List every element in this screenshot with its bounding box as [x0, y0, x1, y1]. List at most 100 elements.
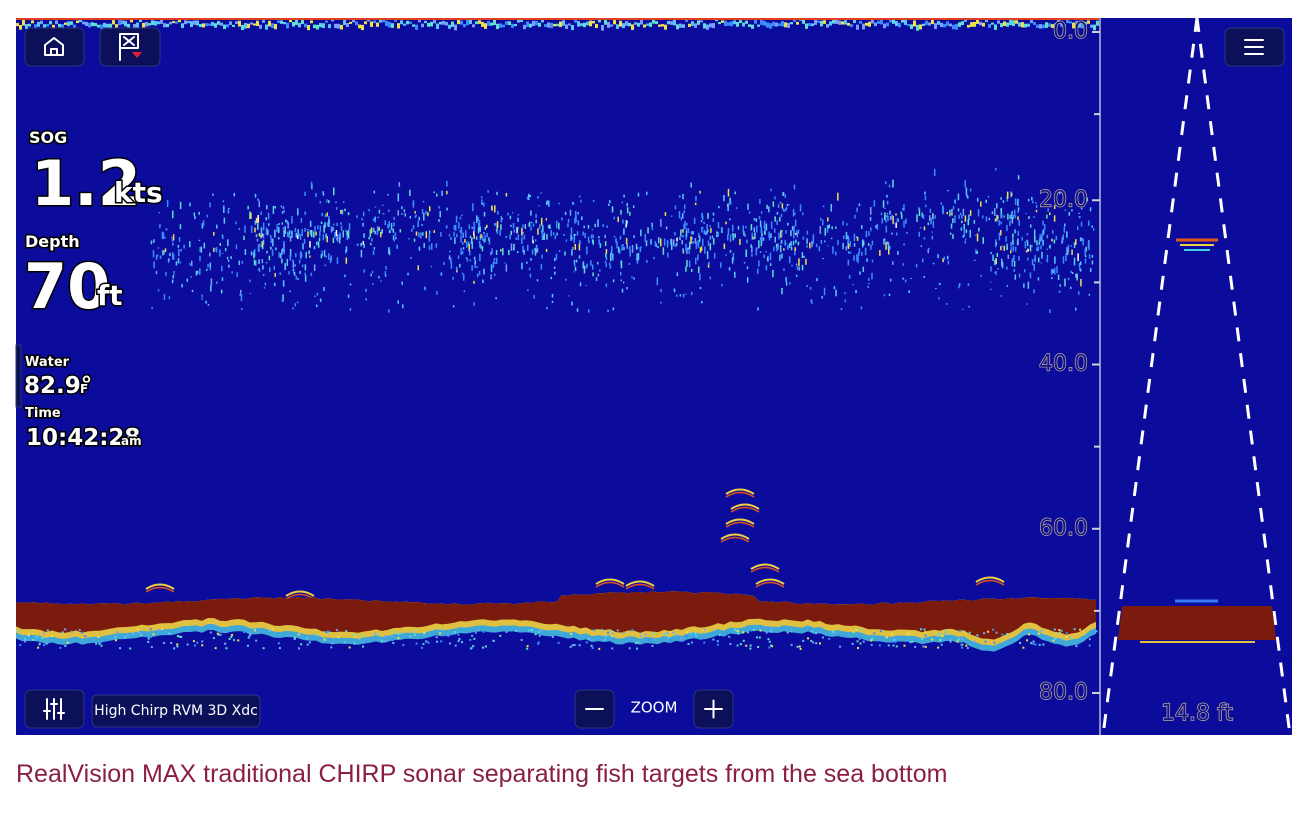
- echo: [717, 222, 720, 229]
- readout-unit: F: [80, 382, 88, 396]
- echo: [682, 193, 684, 200]
- echo: [973, 259, 976, 261]
- bottom-speck: [667, 631, 670, 634]
- echo: [260, 234, 262, 238]
- menu-button[interactable]: [1224, 27, 1285, 67]
- waypoint-button[interactable]: [99, 27, 161, 67]
- echo: [692, 241, 695, 244]
- settings-button[interactable]: [24, 689, 85, 729]
- echo: [561, 217, 563, 221]
- echo: [889, 210, 891, 215]
- echo: [374, 206, 377, 208]
- zoom-in-button[interactable]: [693, 689, 734, 729]
- echo: [261, 233, 264, 237]
- echo: [608, 203, 610, 207]
- echo: [799, 204, 802, 212]
- echo: [795, 232, 797, 236]
- surface-noise: [46, 23, 49, 27]
- echo: [1044, 224, 1046, 230]
- echo: [512, 222, 515, 229]
- bottom-speck: [968, 631, 971, 634]
- echo: [310, 181, 313, 186]
- echo: [853, 243, 856, 247]
- echo: [471, 265, 473, 271]
- surface-noise: [133, 23, 136, 30]
- echo: [328, 219, 330, 228]
- surface-noise: [1048, 23, 1051, 27]
- surface-noise: [601, 24, 604, 31]
- side-tab[interactable]: [15, 344, 22, 408]
- echo: [690, 232, 692, 234]
- echo: [265, 262, 268, 264]
- echo: [266, 205, 268, 210]
- echo: [1078, 216, 1081, 219]
- echo: [1012, 233, 1014, 241]
- echo: [964, 238, 967, 240]
- echo: [431, 243, 433, 250]
- echo: [967, 283, 970, 287]
- echo: [322, 193, 325, 196]
- echo: [281, 222, 284, 225]
- echo: [1013, 254, 1015, 260]
- echo: [957, 193, 960, 201]
- echo: [524, 224, 527, 230]
- echo: [849, 251, 852, 254]
- echo: [1084, 248, 1087, 257]
- echo: [969, 229, 972, 238]
- echo: [294, 264, 296, 267]
- surface-noise: [547, 22, 550, 28]
- echo: [450, 261, 453, 269]
- echo: [573, 271, 575, 273]
- bottom-speck: [17, 629, 20, 632]
- echo: [713, 252, 716, 259]
- fish-arch: [595, 581, 625, 588]
- surface-noise: [541, 19, 544, 23]
- bottom-speck: [103, 639, 106, 642]
- zoom-out-button[interactable]: [574, 689, 615, 729]
- bottom-speck: [335, 628, 338, 631]
- surface-noise: [193, 20, 196, 25]
- bottom-speck: [966, 646, 969, 649]
- echo: [550, 229, 552, 237]
- echo: [530, 221, 533, 224]
- echo: [430, 265, 433, 268]
- echo: [701, 226, 704, 229]
- echo: [1027, 248, 1029, 252]
- echo: [165, 228, 168, 231]
- surface-noise: [415, 24, 418, 30]
- echo: [168, 258, 170, 261]
- bottom-speck: [136, 628, 139, 631]
- echo: [805, 258, 807, 265]
- echo: [761, 237, 763, 240]
- echo: [407, 272, 409, 276]
- echo: [567, 295, 570, 297]
- source-button[interactable]: High Chirp RVM 3D Xdc: [91, 694, 261, 728]
- home-button[interactable]: [24, 27, 85, 67]
- echo: [678, 211, 681, 219]
- echo: [479, 235, 481, 241]
- echo: [392, 235, 395, 240]
- echo: [427, 212, 429, 217]
- bottom-speck: [482, 630, 485, 633]
- echo: [480, 233, 482, 239]
- echo: [462, 232, 464, 238]
- echo: [446, 190, 448, 195]
- echo: [388, 220, 390, 227]
- echo: [640, 229, 642, 237]
- echo: [481, 203, 483, 205]
- echo: [685, 227, 688, 233]
- echo: [1082, 238, 1084, 246]
- surface-noise: [289, 19, 292, 23]
- echo: [645, 240, 648, 247]
- surface-noise: [970, 22, 973, 27]
- echo: [282, 280, 285, 287]
- echo: [206, 268, 208, 271]
- echo: [657, 237, 660, 244]
- beam-edge: [1195, 17, 1292, 736]
- surface-noise: [205, 23, 208, 27]
- echo: [964, 240, 967, 244]
- echo: [499, 229, 501, 236]
- echo: [964, 215, 967, 222]
- echo: [1049, 212, 1051, 216]
- echo: [920, 245, 922, 248]
